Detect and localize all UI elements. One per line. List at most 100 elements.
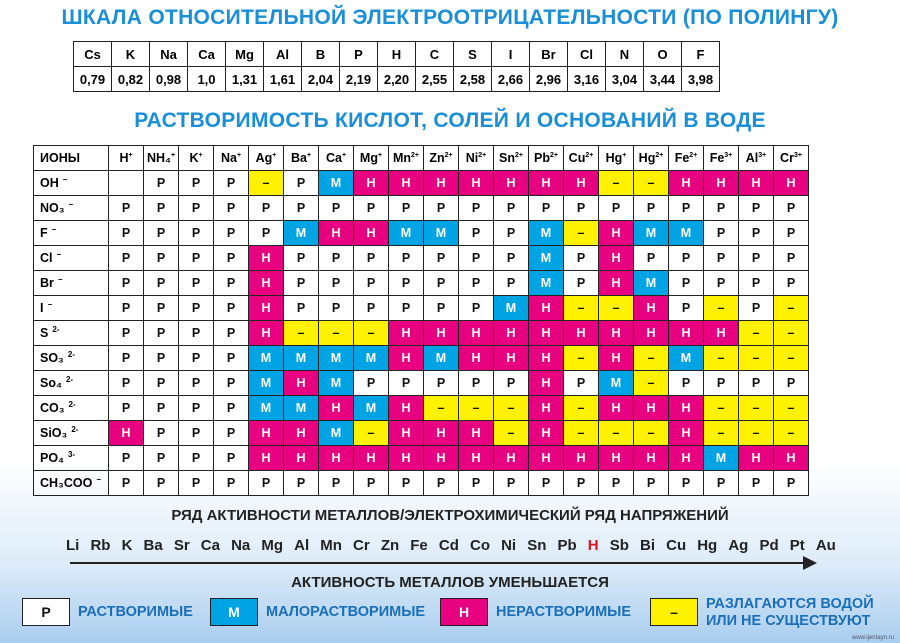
solubility-cell: Р [283, 170, 319, 196]
solubility-table: ИОНЫ H+ NH₄+ K+ Na+ Ag+ Ba+ Ca+ Mg+ Mn2+ Zn2+ Ni2+ S… [33, 145, 809, 496]
solubility-cell: Р [668, 470, 704, 496]
solubility-cell: Р [213, 220, 249, 246]
solubility-cell: Н [493, 345, 529, 371]
anion-symbol: Br [40, 276, 54, 291]
cation-charge: + [306, 151, 312, 159]
solubility-cell: Р [318, 245, 354, 271]
solubility-cell: Р [353, 470, 389, 496]
solubility-cell: Р [318, 470, 354, 496]
solubility-cell: М [248, 370, 284, 396]
solubility-cell: Р [108, 395, 144, 421]
cation-symbol: Pb [534, 151, 550, 165]
solubility-cell: Р [143, 370, 179, 396]
solubility-cell: – [703, 420, 739, 446]
electronegativity-value: 2,58 [453, 66, 492, 92]
solubility-cell: Р [423, 470, 459, 496]
solubility-cell: Н [738, 170, 774, 196]
solubility-cell: Р [668, 245, 704, 271]
cation-header: Ba+ [283, 145, 319, 171]
anion-charge: − [62, 175, 68, 185]
solubility-cell: Р [633, 470, 669, 496]
solubility-cell: Н [388, 445, 424, 471]
electronegativity-value: 2,19 [339, 66, 378, 92]
anion-charge: 2- [71, 425, 79, 435]
solubility-title: РАСТВОРИМОСТЬ КИСЛОТ, СОЛЕЙ И ОСНОВАНИЙ … [134, 109, 766, 132]
electronegativity-table: Cs K Na Ca Mg Al B P H C S I Br Cl N O F 0,79 0,82 0,98 1,0… [73, 41, 720, 92]
solubility-cell: – [563, 220, 599, 246]
element-row: Cs K Na Ca Mg Al B P H C S I Br Cl N O F [73, 41, 720, 67]
cation-header: Fe3+ [703, 145, 739, 171]
solubility-cell: – [563, 295, 599, 321]
cation-header: Cu2+ [563, 145, 599, 171]
solubility-cell: Н [598, 220, 634, 246]
anion-label: F − [33, 220, 109, 246]
solubility-cell: Р [738, 270, 774, 296]
solubility-cell: Н [528, 395, 564, 421]
solubility-cell: Р [738, 245, 774, 271]
solubility-cell: Р [528, 195, 564, 221]
solubility-cell: Н [388, 320, 424, 346]
legend-soluble-box: Р [22, 598, 70, 626]
solubility-cell: Р [738, 470, 774, 496]
solubility-cell: Н [458, 320, 494, 346]
cation-symbol: Hg [638, 151, 656, 165]
element-cell: S [453, 41, 492, 67]
solubility-cell: Н [353, 170, 389, 196]
solubility-cell: Р [143, 270, 179, 296]
solubility-cell: Р [108, 195, 144, 221]
solubility-cell: М [633, 220, 669, 246]
activity-subtitle: АКТИВНОСТЬ МЕТАЛЛОВ УМЕНЬШАЕТСЯ [291, 574, 609, 591]
solubility-cell: Н [668, 320, 704, 346]
solubility-cell: Р [178, 170, 214, 196]
solubility-cell: Р [213, 370, 249, 396]
solubility-cell: Р [738, 295, 774, 321]
solubility-cell: Р [598, 195, 634, 221]
cation-symbol: Hg [605, 151, 623, 165]
solubility-cell: Р [213, 395, 249, 421]
solubility-cell: Н [773, 170, 809, 196]
solubility-cell: – [738, 345, 774, 371]
cation-charge: 3+ [724, 151, 733, 159]
solubility-cell: – [318, 320, 354, 346]
solubility-cell: Р [423, 295, 459, 321]
electronegativity-value: 0,79 [73, 66, 112, 92]
solubility-cell: Н [493, 445, 529, 471]
cation-charge: + [341, 151, 347, 159]
cation-symbol: Ba [290, 151, 307, 165]
solubility-cell: – [563, 420, 599, 446]
element-cell: Cl [567, 41, 606, 67]
solubility-cell: – [353, 420, 389, 446]
solubility-cell: М [283, 220, 319, 246]
solubility-cell: – [738, 395, 774, 421]
legend-insoluble-box: Н [440, 598, 488, 626]
solubility-cell: Р [213, 420, 249, 446]
cation-header: Ni2+ [458, 145, 494, 171]
solubility-cell: – [773, 345, 809, 371]
solubility-cell: Р [703, 220, 739, 246]
activity-series-title: РЯД АКТИВНОСТИ МЕТАЛЛОВ/ЭЛЕКТРОХИМИЧЕСКИ… [171, 507, 729, 524]
solubility-cell: Н [423, 170, 459, 196]
cation-charge: + [622, 151, 627, 159]
anion-charge: − [68, 200, 74, 210]
element-cell: I [491, 41, 530, 67]
cation-symbol: K [189, 151, 199, 165]
solubility-cell: Н [738, 445, 774, 471]
metal-symbol: Sb [609, 537, 629, 554]
solubility-cell: М [283, 395, 319, 421]
electronegativity-value: 2,55 [415, 66, 454, 92]
cation-header: NH₄+ [143, 145, 179, 171]
element-cell: K [111, 41, 150, 67]
solubility-cell: Р [703, 370, 739, 396]
solubility-cell: Н [598, 345, 634, 371]
corner-cell: ИОНЫ [33, 145, 109, 171]
anion-row: So₄ 2- Р Р Р Р М Н М Р Р Р Р Р Н Р М – Р Р Р Р [33, 370, 809, 396]
solubility-cell: Р [703, 470, 739, 496]
solubility-cell: М [353, 395, 389, 421]
solubility-cell: Р [633, 195, 669, 221]
solubility-cell: Р [178, 345, 214, 371]
solubility-cell: Р [773, 220, 809, 246]
solubility-cell: Н [353, 445, 389, 471]
solubility-cell: Н [248, 320, 284, 346]
solubility-cell: Н [668, 445, 704, 471]
cation-charge: 2+ [689, 151, 698, 159]
